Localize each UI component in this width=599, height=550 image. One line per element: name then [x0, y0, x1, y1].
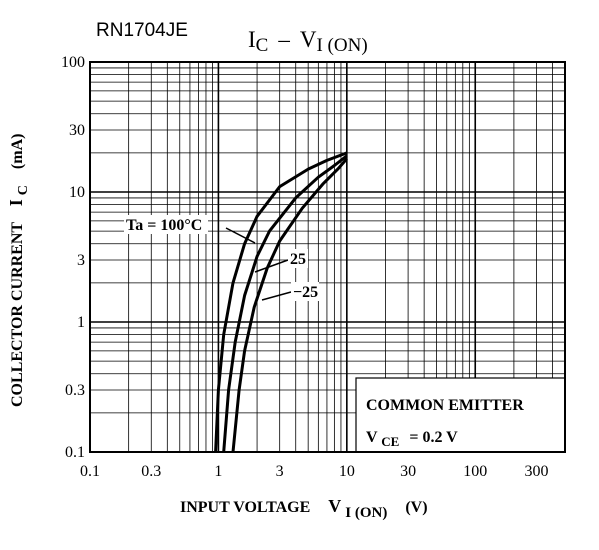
x-tick-label: 0.3: [141, 463, 161, 480]
x-tick-label: 100: [463, 463, 487, 480]
x-tick-labels: 0.1 0.3 1 3 10 30 100 300: [80, 463, 549, 480]
y-tick-label: 30: [69, 122, 85, 139]
annotation-box-bg: [356, 378, 565, 452]
y-axis-label: COLLECTOR CURRENT I C (mA): [6, 134, 31, 407]
series-label-bg-2: [291, 282, 319, 301]
annotation-vce-subscript: CE: [381, 434, 399, 449]
series-line-1: [222, 154, 348, 453]
series-label-1: 25: [290, 251, 306, 268]
series-label-2: −25: [293, 284, 318, 301]
annotation-vce-symbol: V: [366, 429, 378, 446]
series-leader-0: [225, 227, 256, 244]
series-line-0: [214, 151, 348, 453]
title-vi-symbol: V: [299, 27, 317, 52]
x-axis-label-subscript: I (ON): [345, 505, 387, 521]
title-ic-symbol: I: [248, 27, 256, 52]
labels-layer: Ta = 100°C 25 −25: [124, 215, 319, 301]
title-dash: –: [278, 27, 290, 52]
annotation-line1: COMMON EMITTER: [366, 397, 524, 414]
y-axis-label-unit: (mA): [9, 134, 26, 170]
series-layer: [214, 151, 348, 453]
x-axis-label-unit: (V): [405, 499, 427, 516]
x-tick-label: 10: [339, 463, 355, 480]
series-leader-1: [254, 259, 289, 273]
y-axis-label-subscript: C: [16, 185, 31, 195]
series-label-0: Ta = 100°C: [126, 217, 202, 234]
series-label-bg-0: [124, 215, 208, 234]
x-axis-label-text: INPUT VOLTAGE: [180, 499, 310, 516]
x-tick-label: 30: [400, 463, 416, 480]
y-axis-label-symbol: I: [6, 199, 26, 206]
annotation-vce-value: = 0.2 V: [409, 429, 458, 446]
x-tick-label: 3: [276, 463, 284, 480]
annotation-line2: V CE = 0.2 V: [366, 429, 458, 450]
title-vi-subscript: I (ON): [316, 35, 368, 56]
x-axis-label-symbol: V: [328, 496, 341, 516]
y-tick-label: 0.3: [65, 382, 85, 399]
title-ic-subscript: C: [255, 35, 269, 56]
y-tick-labels: 0.1 0.3 1 3 10 30 100: [61, 54, 85, 461]
x-tick-label: 1: [214, 463, 222, 480]
part-number-label: RN1704JE: [96, 20, 188, 41]
x-tick-label: 0.1: [80, 463, 100, 480]
y-tick-label: 0.1: [65, 444, 85, 461]
y-axis-label-text: COLLECTOR CURRENT: [9, 222, 26, 407]
series-leader-2: [261, 291, 292, 301]
y-tick-label: 3: [77, 252, 85, 269]
grid-minor: [90, 62, 566, 452]
x-tick-label: 300: [525, 463, 549, 480]
y-tick-label: 100: [61, 54, 85, 71]
plot-frame: [89, 61, 566, 453]
y-tick-label: 10: [69, 184, 85, 201]
x-axis-label: INPUT VOLTAGE V I (ON) (V): [180, 496, 428, 521]
series-line-2: [231, 157, 348, 453]
chart-title: IC – VI (ON): [248, 27, 368, 56]
y-tick-label: 1: [77, 314, 85, 331]
series-label-bg-1: [288, 249, 308, 268]
